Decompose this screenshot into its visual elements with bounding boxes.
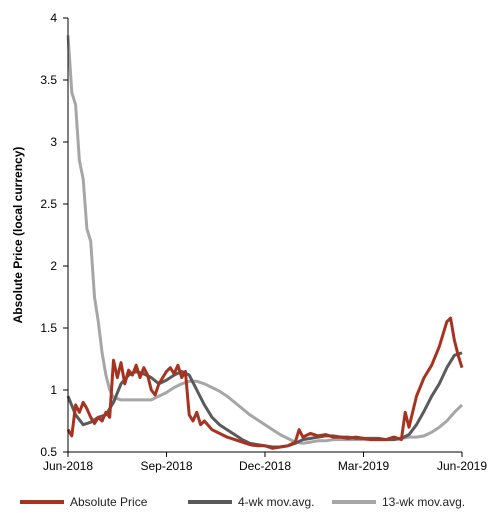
y-tick-label: 3.5 xyxy=(40,73,57,87)
chart-legend: Absolute Price 4-wk mov.avg. 13-wk mov.a… xyxy=(0,492,490,512)
x-tick-label: Sep-2018 xyxy=(140,459,192,473)
y-axis-label: Absolute Price (local currency) xyxy=(11,147,25,324)
legend-label-4wk-avg: 4-wk mov.avg. xyxy=(238,495,315,509)
legend-item-13wk-avg: 13-wk mov.avg. xyxy=(332,492,465,512)
legend-swatch-4wk-avg xyxy=(188,500,232,504)
legend-label-13wk-avg: 13-wk mov.avg. xyxy=(382,495,466,509)
y-tick-label: 2 xyxy=(50,259,57,273)
y-tick-label: 1.5 xyxy=(40,321,57,335)
legend-swatch-13wk-avg xyxy=(332,500,376,504)
legend-item-absolute-price: Absolute Price xyxy=(20,492,147,512)
y-tick-label: 2.5 xyxy=(40,197,57,211)
x-tick-label: Mar-2019 xyxy=(338,459,390,473)
y-tick-label: 1 xyxy=(50,383,57,397)
x-tick-label: Jun-2018 xyxy=(43,459,93,473)
y-tick-label: 3 xyxy=(50,135,57,149)
series-line-absolute-price xyxy=(66,316,464,450)
series-line-13wk-avg xyxy=(66,35,464,445)
price-chart: 0.5 1 1.5 2 2.5 3 3.5 4 Jun-2018 Sep-2018 Dec-201… xyxy=(11,11,487,473)
y-tick-label: 4 xyxy=(50,11,57,25)
legend-label-absolute-price: Absolute Price xyxy=(70,495,148,509)
legend-swatch-absolute-price xyxy=(20,500,64,504)
x-tick-label: Jun-2019 xyxy=(437,459,487,473)
x-tick-labels: Jun-2018 Sep-2018 Dec-2018 Mar-2019 Jun-2019 xyxy=(43,452,487,473)
axes-layer xyxy=(67,18,462,453)
series-layer xyxy=(66,35,464,450)
y-tick-label: 0.5 xyxy=(40,445,57,459)
y-tick-labels: 0.5 1 1.5 2 2.5 3 3.5 4 xyxy=(40,11,68,459)
x-tick-label: Dec-2018 xyxy=(239,459,291,473)
legend-item-4wk-avg: 4-wk mov.avg. xyxy=(188,492,314,512)
